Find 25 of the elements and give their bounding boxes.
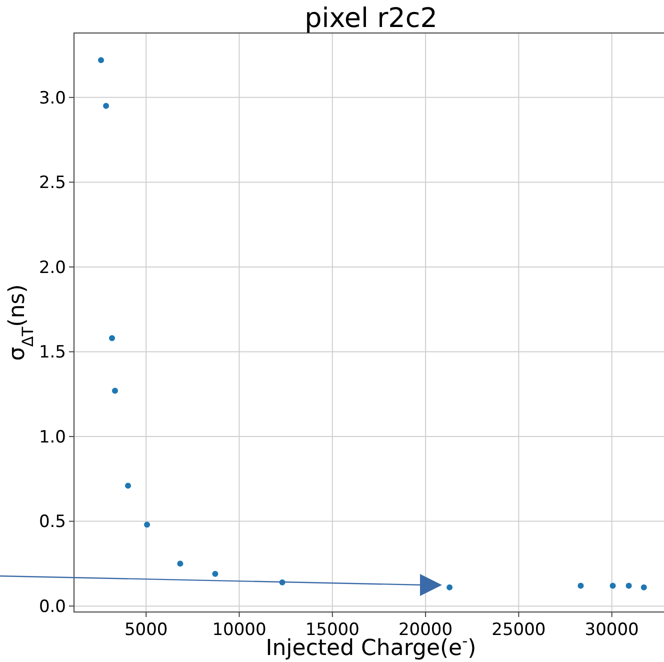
point bbox=[109, 335, 116, 342]
point bbox=[177, 560, 184, 567]
point bbox=[98, 57, 104, 64]
x-tick-label: 5000 bbox=[124, 620, 168, 640]
y-tick-label: 0.0 bbox=[38, 597, 66, 618]
point bbox=[112, 388, 118, 394]
point bbox=[610, 582, 616, 589]
y-tick-label: 1.5 bbox=[38, 342, 66, 363]
point bbox=[125, 482, 132, 489]
point bbox=[578, 582, 584, 589]
y-tick-label: 0.5 bbox=[38, 512, 66, 532]
point bbox=[626, 582, 632, 589]
y-tick-label: 1.0 bbox=[38, 427, 66, 448]
x-tick-label: 25000 bbox=[492, 620, 546, 640]
point bbox=[446, 584, 453, 590]
x-tick-label: 10000 bbox=[212, 620, 266, 640]
point bbox=[103, 102, 110, 109]
point bbox=[212, 570, 218, 577]
y-tick-label: 3.0 bbox=[38, 88, 66, 108]
point bbox=[640, 584, 647, 590]
x-tick-label: 30000 bbox=[584, 620, 639, 640]
point bbox=[144, 522, 150, 528]
chart-title: pixel r2c2 bbox=[304, 3, 438, 34]
y-tick-label: 2.5 bbox=[38, 173, 66, 194]
y-tick-label: 2.0 bbox=[38, 258, 66, 278]
